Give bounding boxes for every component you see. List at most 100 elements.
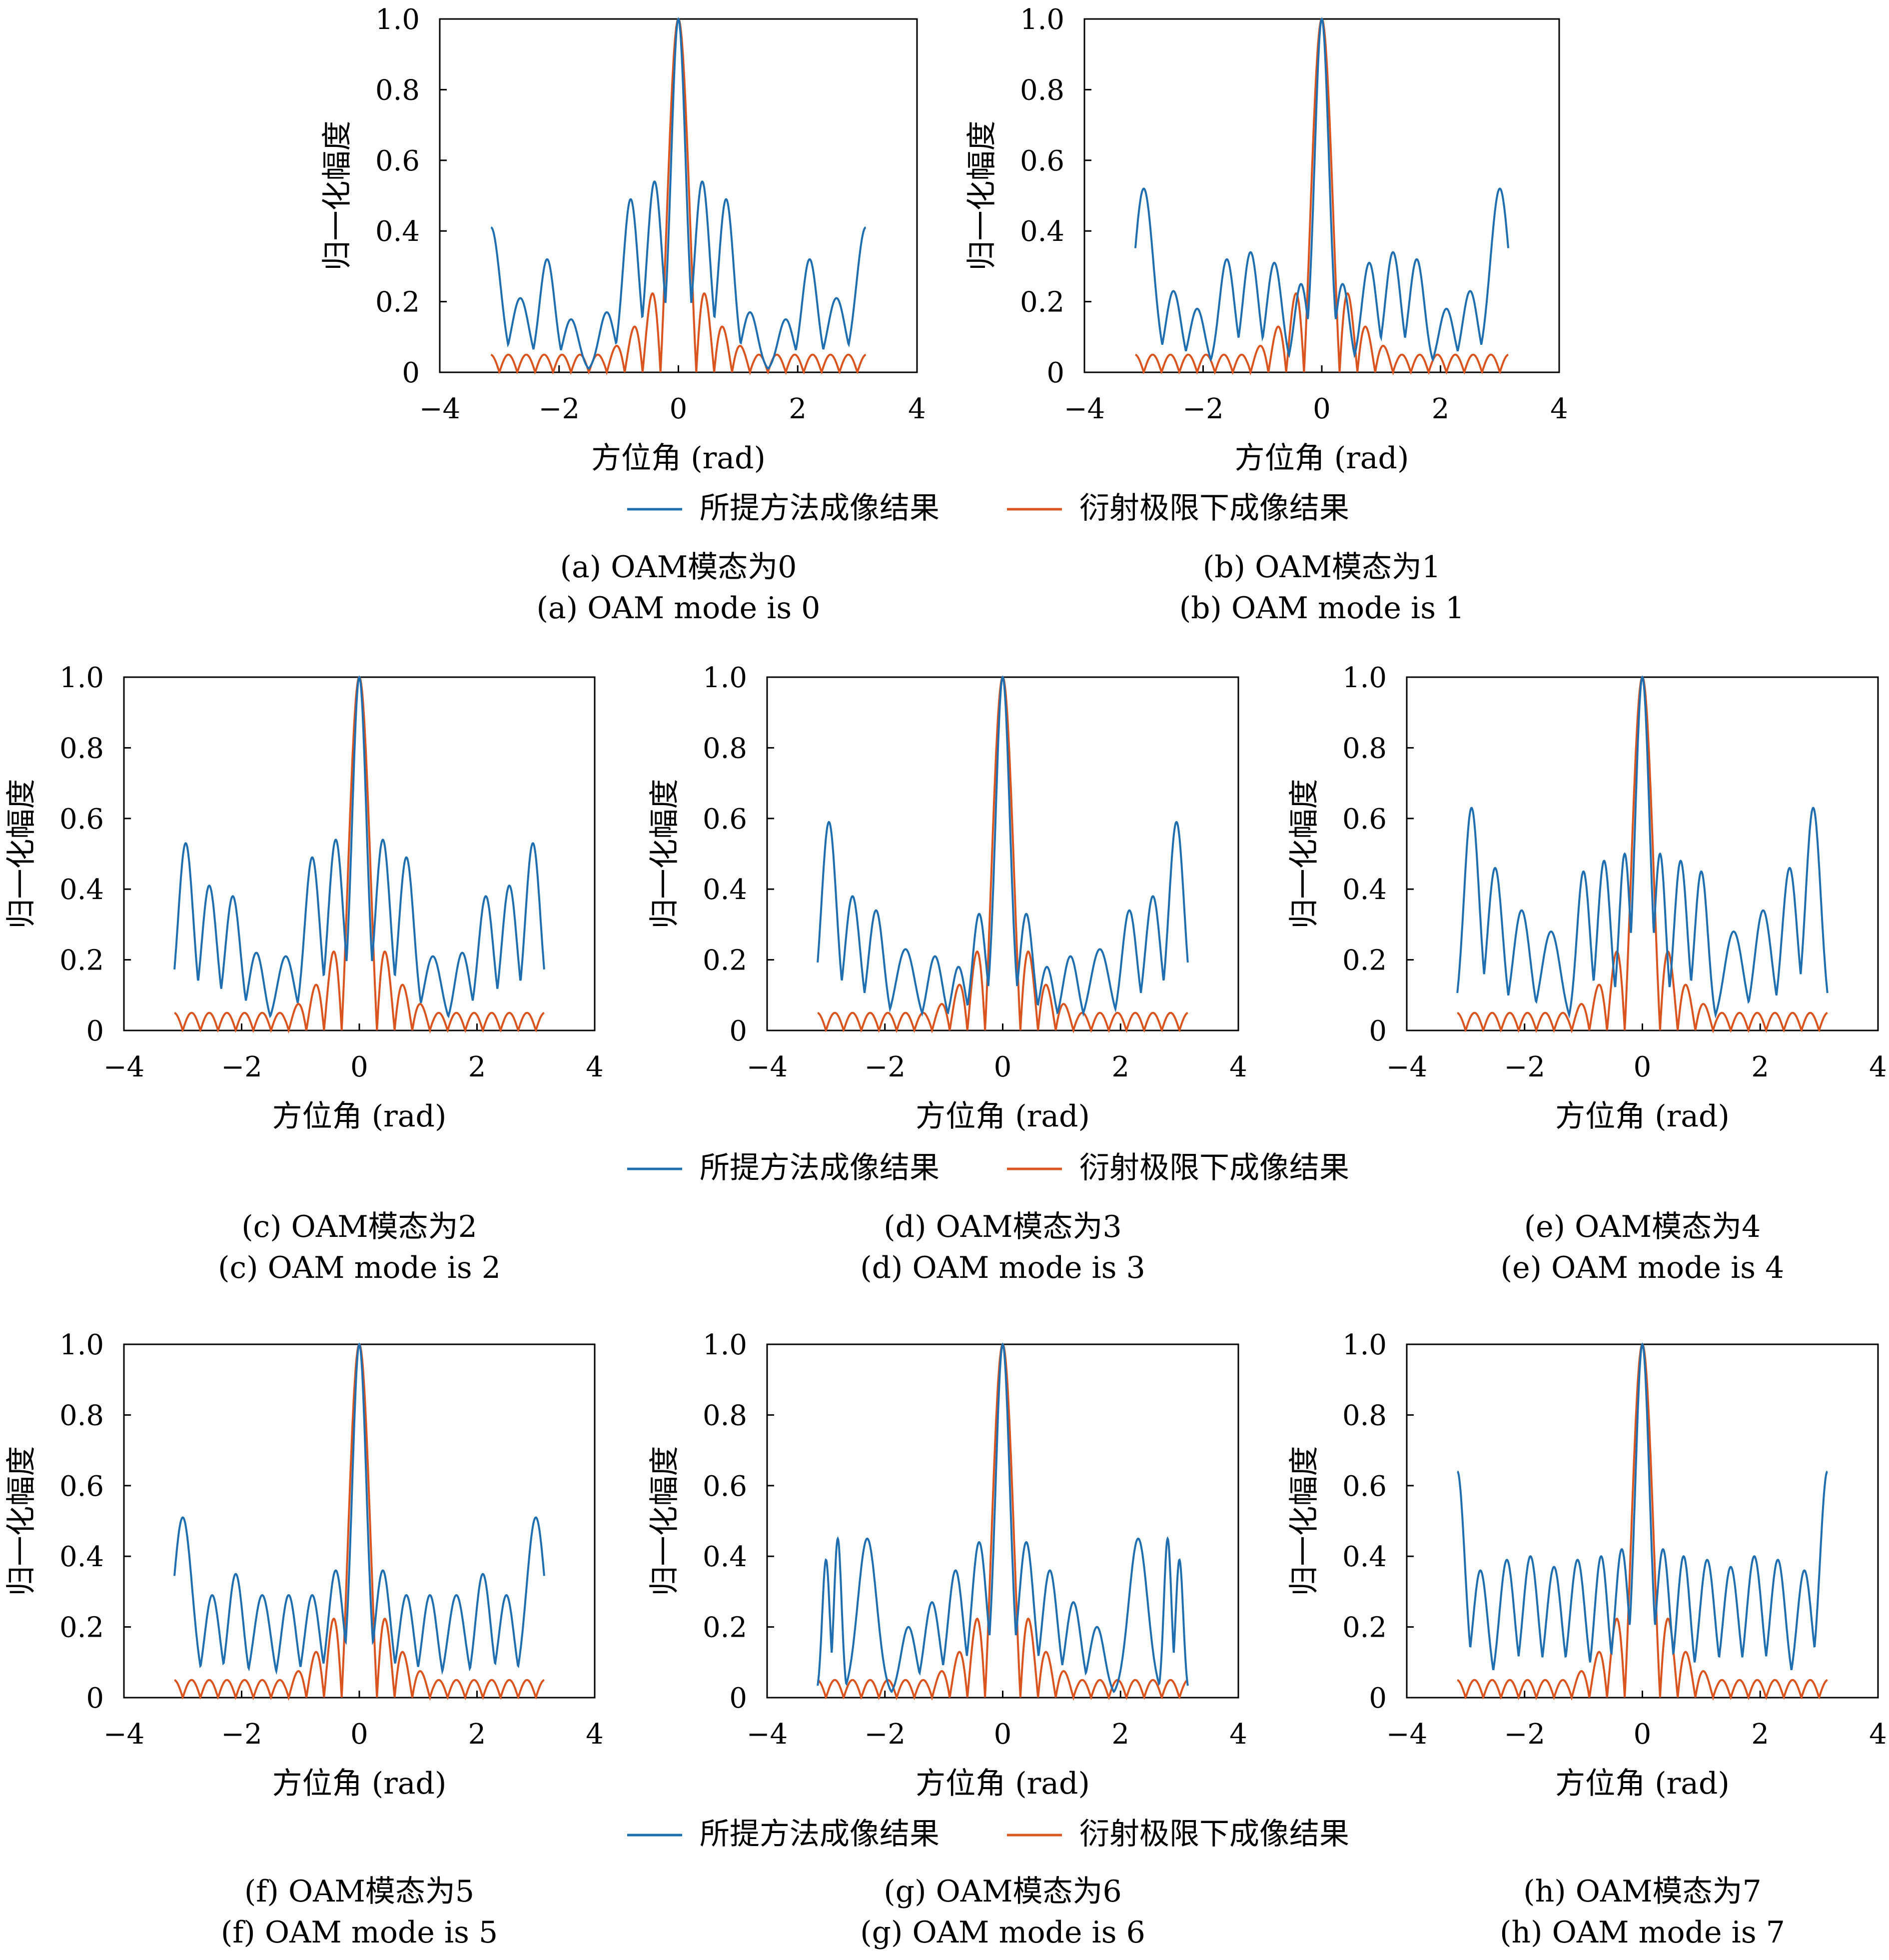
- y-tick-label: 0.2: [1342, 1612, 1387, 1644]
- y-tick-label: 0.6: [1342, 803, 1387, 836]
- caption-cn: (b) OAM模态为1: [1203, 550, 1441, 585]
- y-tick-label: 0.6: [1020, 145, 1064, 177]
- y-tick-label: 0.4: [59, 1541, 104, 1573]
- x-axis-label: 方位角 (rad): [1235, 441, 1409, 476]
- plot-frame: [123, 1343, 596, 1699]
- x-tick-label: 2: [1111, 1051, 1129, 1083]
- x-tick-label: 2: [1751, 1051, 1769, 1083]
- x-tick-label: 4: [586, 1051, 604, 1083]
- x-tick-label: 4: [1229, 1718, 1247, 1751]
- series-diffraction-line: [817, 1343, 1188, 1701]
- x-tick-label: −2: [864, 1051, 906, 1083]
- y-tick-label: 0.2: [375, 286, 420, 319]
- y-tick-label: 0.8: [1342, 1399, 1387, 1432]
- caption-en: (h) OAM mode is 7: [1500, 1915, 1785, 1950]
- chart-panel-h: −4 −2 0 2 4 0 0.2 0.4 0.6 0.8 1.0 方位角 (rad) 归一化幅度 (h)…: [1287, 1329, 1887, 1950]
- y-tick-label: 0.8: [1020, 74, 1064, 106]
- x-tick-label: −2: [1504, 1051, 1545, 1083]
- legend-label-proposed: 所提方法成像结果: [700, 1817, 940, 1852]
- y-tick-label: 0.4: [703, 1541, 747, 1573]
- plot-frame: [1083, 18, 1560, 373]
- series-diffraction-line: [1457, 1343, 1828, 1701]
- x-tick-label: −2: [1182, 393, 1224, 425]
- y-tick-label: 0.8: [703, 1399, 747, 1432]
- series-diffraction-line: [1457, 676, 1828, 1034]
- y-tick-label: 0.2: [1342, 945, 1387, 977]
- x-tick-label: 2: [468, 1051, 486, 1083]
- chart-panel-c: −4 −2 0 2 4 0 0.2 0.4 0.6 0.8 1.0 方位角 (rad) 归一化幅度 (c)…: [4, 662, 604, 1285]
- caption-cn: (d) OAM模态为3: [884, 1209, 1121, 1244]
- x-tick-label: 2: [468, 1718, 486, 1751]
- x-tick-label: −2: [1504, 1718, 1545, 1751]
- y-tick-label: 1.0: [703, 662, 747, 694]
- y-tick-label: 0: [729, 1682, 747, 1715]
- x-tick-label: 0: [1634, 1718, 1652, 1751]
- x-tick-label: −4: [747, 1718, 788, 1751]
- y-tick-label: 0.8: [59, 1399, 104, 1432]
- y-tick-label: 1.0: [1020, 3, 1064, 36]
- y-axis-label: 归一化幅度: [320, 121, 355, 271]
- legend-label-diffraction: 衍射极限下成像结果: [1079, 1150, 1349, 1185]
- x-tick-label: 4: [1869, 1718, 1887, 1751]
- y-tick-label: 0.4: [1342, 874, 1387, 906]
- chart-panel-d: −4 −2 0 2 4 0 0.2 0.4 0.6 0.8 1.0 方位角 (rad) 归一化幅度 (d)…: [647, 662, 1247, 1285]
- series-proposed-line: [1134, 17, 1510, 362]
- plot-frame: [439, 18, 918, 373]
- y-axis-label: 归一化幅度: [4, 1446, 39, 1596]
- y-tick-label: 0: [402, 357, 420, 389]
- legend-label-diffraction: 衍射极限下成像结果: [1079, 491, 1349, 526]
- series-diffraction-line: [490, 17, 867, 376]
- y-axis-label: 归一化幅度: [964, 121, 999, 271]
- y-tick-label: 0.2: [59, 945, 104, 977]
- chart-panel-g: −4 −2 0 2 4 0 0.2 0.4 0.6 0.8 1.0 方位角 (rad) 归一化幅度 (g)…: [647, 1329, 1247, 1950]
- y-tick-label: 1.0: [1342, 662, 1387, 694]
- plot-frame: [1406, 1343, 1879, 1699]
- legend-row-2: 所提方法成像结果 衍射极限下成像结果: [627, 1150, 1349, 1185]
- x-tick-label: 0: [670, 393, 688, 425]
- x-axis-label: 方位角 (rad): [1555, 1766, 1730, 1801]
- y-axis-label: 归一化幅度: [1287, 779, 1322, 929]
- x-tick-label: 4: [1229, 1051, 1247, 1083]
- caption-en: (c) OAM mode is 2: [218, 1250, 501, 1285]
- y-axis-label: 归一化幅度: [4, 779, 39, 929]
- y-tick-label: 0.4: [59, 874, 104, 906]
- y-tick-label: 0.8: [1342, 732, 1387, 765]
- y-tick-label: 0: [86, 1015, 104, 1047]
- series-diffraction-line: [174, 1343, 545, 1701]
- series-diffraction-line: [1135, 17, 1509, 376]
- y-tick-label: 0: [86, 1682, 104, 1715]
- series-proposed-line: [490, 17, 867, 370]
- x-tick-label: −4: [103, 1718, 145, 1751]
- caption-cn: (f) OAM模态为5: [244, 1874, 474, 1909]
- y-tick-label: 0.6: [703, 1470, 747, 1503]
- series-diffraction-line: [174, 676, 545, 1034]
- x-tick-label: 0: [1313, 393, 1331, 425]
- x-tick-label: −2: [221, 1718, 262, 1751]
- series-proposed-line: [173, 675, 545, 1018]
- legend-row-3: 所提方法成像结果 衍射极限下成像结果: [627, 1817, 1349, 1852]
- y-tick-label: 0.2: [703, 1612, 747, 1644]
- x-axis-label: 方位角 (rad): [1555, 1099, 1730, 1134]
- y-tick-label: 0.2: [1020, 286, 1064, 319]
- y-tick-label: 0.6: [1342, 1470, 1387, 1503]
- x-tick-label: 2: [1111, 1718, 1129, 1751]
- x-axis-label: 方位角 (rad): [916, 1766, 1090, 1801]
- y-tick-label: 0.4: [703, 874, 747, 906]
- series-proposed-line: [1457, 1342, 1828, 1671]
- caption-en: (e) OAM mode is 4: [1501, 1250, 1785, 1285]
- y-tick-label: 0.4: [1020, 215, 1064, 248]
- series-diffraction-line: [817, 676, 1188, 1034]
- series-proposed-line: [817, 675, 1189, 1017]
- x-tick-label: 0: [1634, 1051, 1652, 1083]
- chart-panel-f: −4 −2 0 2 4 0 0.2 0.4 0.6 0.8 1.0 方位角 (rad) 归一化幅度 (f)…: [4, 1329, 604, 1950]
- y-tick-label: 1.0: [59, 662, 104, 694]
- x-tick-label: 0: [994, 1051, 1012, 1083]
- y-tick-label: 0.6: [59, 803, 104, 836]
- x-tick-label: 4: [908, 393, 926, 425]
- y-tick-label: 0.8: [59, 732, 104, 765]
- y-tick-label: 0: [729, 1015, 747, 1047]
- legend-label-proposed: 所提方法成像结果: [700, 1150, 940, 1185]
- x-tick-label: −2: [221, 1051, 262, 1083]
- y-axis-label: 归一化幅度: [647, 779, 682, 929]
- y-tick-label: 0.4: [1342, 1541, 1387, 1573]
